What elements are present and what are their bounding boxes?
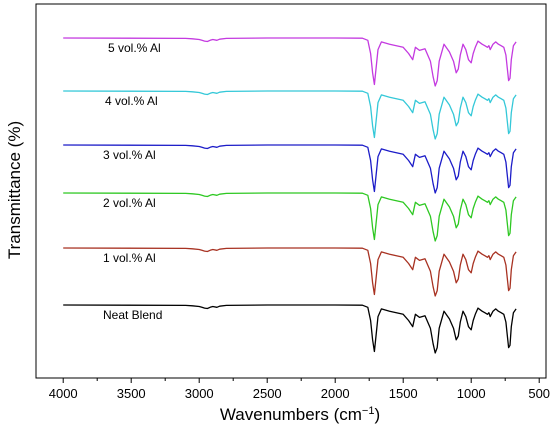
series-line bbox=[63, 90, 517, 140]
series-line bbox=[63, 192, 517, 242]
series-label: 4 vol.% Al bbox=[105, 94, 158, 108]
x-axis-ticks: 4000 3500 3000 2500 2000 1500 1000 500 bbox=[49, 378, 550, 401]
x-tick-label: 3000 bbox=[185, 386, 214, 401]
x-tick-label: 3500 bbox=[117, 386, 146, 401]
x-tick-label: 1000 bbox=[457, 386, 486, 401]
series-group: Neat Blend 1 vol.% Al 2 vol.% Al 3 vol.% Al… bbox=[63, 37, 517, 354]
series-label: 3 vol.% Al bbox=[103, 148, 156, 162]
series-label: 2 vol.% Al bbox=[103, 196, 156, 210]
x-axis-title-main: Wavenumbers (cm bbox=[220, 405, 362, 424]
series-line bbox=[63, 37, 517, 87]
x-tick-label: 2500 bbox=[253, 386, 282, 401]
series-label: 1 vol.% Al bbox=[103, 251, 156, 265]
x-tick-label: 2000 bbox=[321, 386, 350, 401]
x-axis-title: Wavenumbers (cm−1) bbox=[220, 405, 380, 424]
series-line bbox=[63, 247, 517, 297]
x-axis-title-suffix: ) bbox=[374, 405, 380, 424]
x-tick-label: 4000 bbox=[49, 386, 78, 401]
plot-frame bbox=[35, 3, 547, 379]
series-label: Neat Blend bbox=[103, 308, 162, 322]
y-axis-title: Transmittance (%) bbox=[5, 121, 24, 259]
x-axis-title-superscript: −1 bbox=[362, 405, 375, 417]
series-line bbox=[63, 304, 517, 354]
x-tick-label: 500 bbox=[528, 386, 550, 401]
series-line bbox=[63, 144, 517, 194]
x-tick-label: 1500 bbox=[389, 386, 418, 401]
series-label: 5 vol.% Al bbox=[108, 41, 161, 55]
